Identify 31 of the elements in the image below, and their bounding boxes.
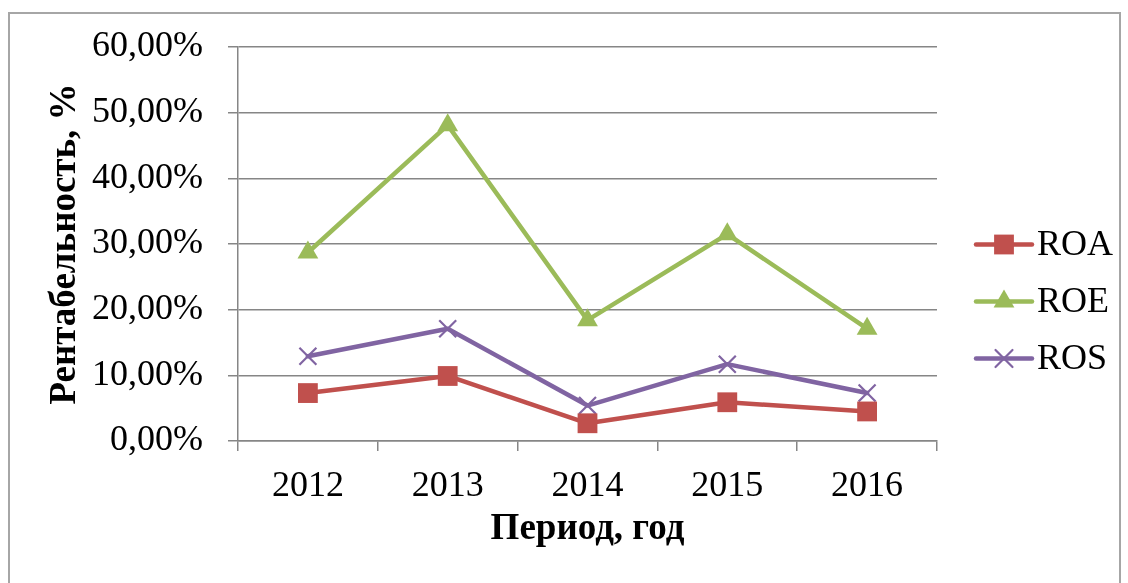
- x-tick-label: 2015: [691, 464, 764, 505]
- point: [717, 354, 737, 374]
- point: [857, 401, 877, 422]
- legend-label: ROS: [1037, 336, 1108, 377]
- y-tick-label: 0,00%: [110, 418, 203, 459]
- x-axis-title: Период, год: [490, 506, 685, 548]
- y-tick-label: 60,00%: [92, 24, 203, 65]
- point: [437, 366, 458, 386]
- point: [716, 222, 738, 241]
- point: [298, 383, 318, 403]
- x-tick-label: 2012: [271, 464, 344, 505]
- y-tick-label: 20,00%: [92, 287, 203, 328]
- y-tick-label: 10,00%: [92, 352, 203, 393]
- point: [577, 308, 598, 327]
- y-axis-title: Рентабельность, %: [41, 83, 83, 405]
- point: [438, 319, 458, 339]
- x-tick-label: 2016: [831, 464, 904, 505]
- point: [297, 240, 319, 259]
- y-tick-label: 30,00%: [92, 221, 203, 262]
- point: [577, 413, 598, 434]
- point: [298, 346, 318, 366]
- point: [437, 113, 459, 132]
- legend-label: ROA: [1037, 222, 1114, 263]
- x-tick-label: 2014: [551, 464, 624, 505]
- point: [717, 392, 738, 413]
- legend-label: ROE: [1037, 279, 1109, 320]
- x-tick-label: 2013: [411, 464, 484, 505]
- point: [857, 383, 877, 403]
- y-tick-label: 40,00%: [92, 155, 203, 196]
- y-tick-label: 50,00%: [92, 90, 203, 131]
- point: [577, 395, 598, 416]
